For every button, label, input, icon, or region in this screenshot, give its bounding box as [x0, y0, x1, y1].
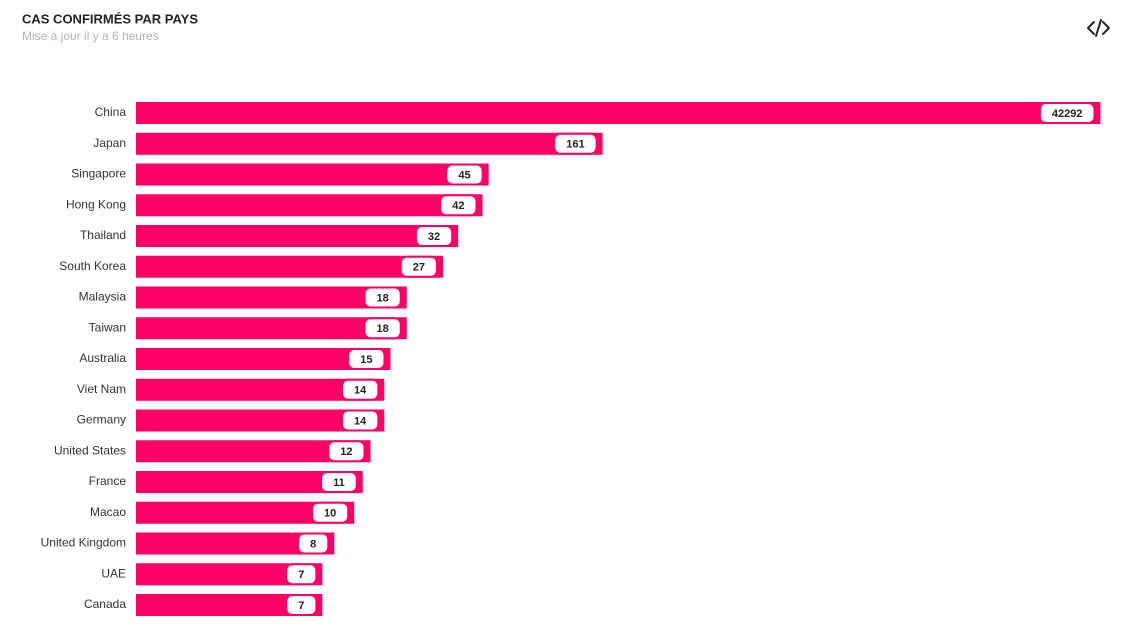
category-label: France: [89, 474, 127, 488]
bar: [136, 594, 323, 616]
bar: [136, 255, 443, 278]
value-label: 14: [354, 415, 367, 427]
category-label: UAE: [101, 566, 126, 580]
category-label: Canada: [84, 597, 126, 611]
value-label: 12: [340, 446, 352, 458]
value-label: 45: [458, 169, 470, 181]
bar: [136, 501, 355, 524]
category-label: Viet Nam: [77, 382, 126, 396]
category-label: United Kingdom: [41, 536, 126, 550]
category-label: Germany: [77, 413, 126, 427]
category-label: Singapore: [71, 167, 126, 181]
category-label: South Korea: [59, 259, 126, 273]
value-label-box: [297, 532, 330, 555]
bar: [136, 317, 407, 340]
value-label: 18: [377, 292, 389, 304]
value-label-box: [327, 440, 366, 463]
bar: [136, 286, 407, 309]
value-label: 15: [360, 354, 372, 366]
category-label: Macao: [90, 505, 126, 519]
chart-title: CAS CONFIRMÉS PAR PAYS: [22, 11, 198, 26]
bar: [136, 471, 363, 493]
value-label-box: [445, 163, 484, 186]
value-label-box: [341, 409, 380, 432]
bar: [136, 378, 385, 401]
value-label-box: [439, 194, 478, 217]
category-label: Japan: [93, 136, 126, 150]
bar: [136, 348, 391, 370]
value-label-box: [320, 471, 358, 493]
category-label: Thailand: [80, 228, 126, 242]
category-label: China: [95, 105, 127, 119]
value-label-box: [553, 132, 598, 155]
chart-subtitle: Mise à jour il y a 6 heures: [22, 29, 159, 43]
embed-icon[interactable]: [1087, 19, 1110, 37]
bar: [136, 409, 385, 432]
icon-part: [1095, 19, 1102, 37]
value-label: 7: [298, 600, 304, 612]
value-label: 8: [310, 538, 316, 550]
value-label-box: [347, 348, 386, 370]
category-label: Hong Kong: [66, 197, 126, 211]
value-label-box: [285, 594, 318, 616]
icon-part: [1102, 21, 1110, 35]
value-label: 18: [377, 323, 389, 335]
bar: [136, 440, 371, 463]
bar: [136, 163, 489, 186]
value-label-box: [363, 286, 402, 309]
value-label-box: [310, 501, 350, 524]
value-label-box: [341, 378, 380, 401]
bar: [136, 532, 335, 555]
bar: [136, 102, 1101, 124]
value-label: 27: [413, 262, 425, 274]
value-label: 42: [452, 200, 464, 212]
value-label: 11: [333, 477, 345, 489]
icon-part: [1087, 21, 1095, 35]
value-label: 42292: [1052, 108, 1083, 120]
value-label: 32: [428, 231, 440, 243]
category-label: Malaysia: [79, 290, 127, 304]
value-label-box: [363, 317, 402, 340]
value-label: 7: [298, 569, 304, 581]
bar: [136, 563, 323, 586]
value-label-box: [285, 563, 318, 586]
value-label: 14: [354, 385, 367, 397]
category-label: Taiwan: [89, 320, 126, 334]
value-label: 10: [324, 508, 336, 520]
bar: [136, 132, 603, 155]
bar: [136, 225, 459, 247]
value-label-box: [414, 225, 454, 247]
value-label: 161: [566, 139, 584, 151]
category-label: United States: [54, 443, 126, 457]
category-label: Australia: [79, 351, 126, 365]
value-label-box: [1038, 102, 1096, 124]
value-label-box: [399, 255, 438, 278]
bar: [136, 194, 483, 217]
